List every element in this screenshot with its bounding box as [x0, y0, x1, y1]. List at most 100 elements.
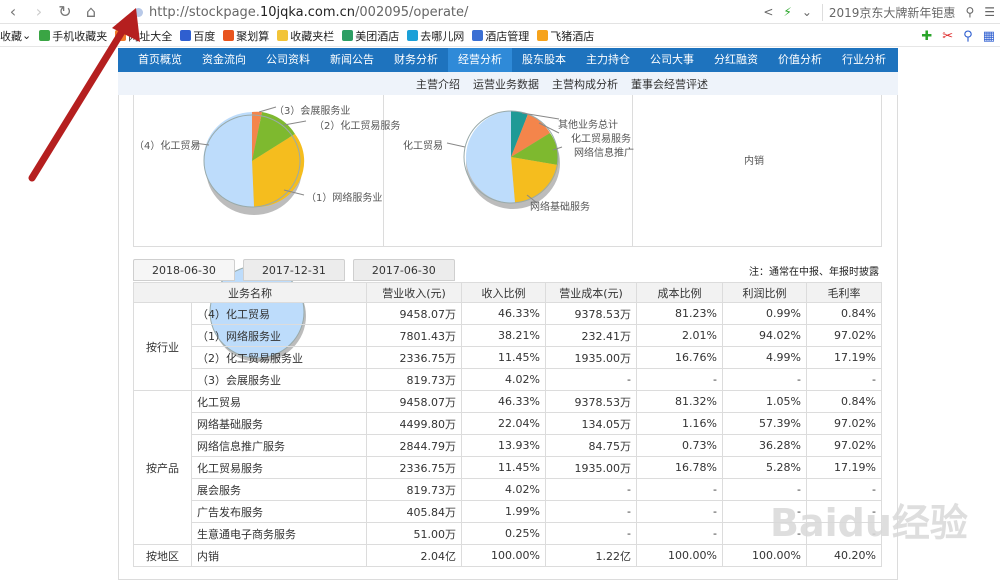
subnav-item[interactable]: 主营构成分析 [552, 77, 618, 91]
value-cell: 36.28% [722, 434, 807, 457]
pie-slice [203, 112, 254, 208]
nav-item[interactable]: 财务分析 [394, 53, 438, 66]
bookmark-item[interactable]: 飞猪酒店 [537, 28, 594, 44]
value-cell: 100.00% [461, 544, 546, 567]
address-bar[interactable]: http://stockpage. 10jqka.com.cn/002095/op… [134, 2, 468, 22]
main-navigation: 首页概览 资金流向 公司资料 新闻公告 财务分析 经营分析 股东股本 主力持仓 … [118, 48, 898, 72]
reload-icon[interactable]: ↻ [58, 2, 72, 21]
site-icon [134, 7, 143, 17]
bookmark-item[interactable]: 网址大全 [115, 28, 172, 44]
value-cell: 97.02% [806, 324, 882, 347]
bookmark-item[interactable]: 收藏 ⌄ [0, 29, 32, 43]
nav-item[interactable]: 公司大事 [650, 53, 694, 66]
url-prefix: http://stockpage. [149, 4, 260, 20]
table-row: 生意通电子商务服务 51.00万 0.25% - - - - [134, 522, 882, 545]
pie-label: 网络信息推广 [574, 148, 634, 159]
value-cell: 46.33% [461, 390, 546, 413]
back-icon[interactable]: ‹ [9, 2, 17, 21]
group-label: 按产品 [133, 390, 192, 545]
pie-label: （1）网络服务业 [306, 193, 383, 204]
product-pie-chart[interactable] [387, 95, 636, 247]
subnav-item[interactable]: 主营介绍 [416, 77, 460, 91]
nav-item[interactable]: 新闻公告 [330, 53, 374, 66]
nav-item[interactable]: 分红融资 [714, 53, 758, 66]
subnav-item[interactable]: 董事会经营评述 [631, 77, 708, 91]
value-cell: 1.99% [461, 500, 546, 523]
search-icon[interactable]: ⚲ [963, 28, 973, 44]
nav-item[interactable]: 资金流向 [202, 53, 246, 66]
share-icon[interactable]: < [763, 5, 774, 19]
value-cell: 2844.79万 [366, 434, 462, 457]
value-cell: 11.45% [461, 456, 546, 479]
value-cell: - [545, 478, 637, 501]
value-cell: 9378.53万 [545, 390, 637, 413]
bookmark-item[interactable]: 去哪儿网 [407, 28, 464, 44]
value-cell: 819.73万 [366, 478, 462, 501]
value-cell: 51.00万 [366, 522, 462, 545]
home-icon[interactable]: ⌂ [85, 2, 97, 21]
value-cell: 97.02% [806, 434, 882, 457]
value-cell: 9458.07万 [366, 390, 462, 413]
bookmark-item[interactable]: 美团酒店 [342, 28, 399, 44]
business-name-cell: （2）化工贸易服务业 [191, 346, 367, 369]
value-cell: 16.76% [636, 346, 723, 369]
business-name-cell: 化工贸易服务 [191, 456, 367, 479]
bookmark-item[interactable]: 收藏夹栏 [277, 28, 334, 44]
extension-icon[interactable]: ✚ [921, 28, 933, 44]
nav-item-active[interactable]: 经营分析 [448, 48, 512, 72]
nav-item[interactable]: 股东股本 [522, 53, 566, 66]
forward-icon[interactable]: › [35, 2, 43, 21]
chevron-down-icon[interactable]: ⌄ [801, 5, 812, 19]
value-cell: - [636, 500, 723, 523]
value-cell: 0.84% [806, 302, 882, 325]
disclosure-note: 注：通常在中报、年报时披露 [749, 267, 879, 278]
bookmark-item[interactable]: 聚划算 [223, 28, 269, 44]
search-icon[interactable]: ⚲ [965, 5, 975, 19]
value-cell: 4.99% [722, 346, 807, 369]
lightning-icon[interactable]: ⚡ [783, 5, 792, 19]
nav-item[interactable]: 行业分析 [842, 53, 886, 66]
value-cell: 22.04% [461, 412, 546, 435]
nav-item[interactable]: 首页概览 [138, 53, 182, 66]
bookmark-item[interactable]: 酒店管理 [472, 28, 529, 44]
value-cell: - [636, 368, 723, 391]
tab-period[interactable]: 2017-06-30 [352, 259, 455, 281]
value-cell: 100.00% [722, 544, 807, 567]
value-cell: 13.93% [461, 434, 546, 457]
ad-text[interactable]: 2019京东大牌新年钜惠 [821, 3, 955, 21]
nav-item[interactable]: 公司资料 [266, 53, 310, 66]
value-cell: 81.23% [636, 302, 723, 325]
value-cell: 0.99% [722, 302, 807, 325]
nav-item[interactable]: 主力持仓 [586, 53, 630, 66]
tab-period[interactable]: 2018-06-30 [133, 259, 235, 281]
value-cell: 9378.53万 [545, 302, 637, 325]
subnav-item[interactable]: 运营业务数据 [473, 77, 539, 91]
value-cell: 2336.75万 [366, 346, 462, 369]
value-cell: 7801.43万 [366, 324, 462, 347]
bookmarks-extensions: ✚ ✂ ⚲ ▦ [916, 25, 1000, 47]
bookmark-item[interactable]: 手机收藏夹 [39, 28, 107, 44]
value-cell: 1.05% [722, 390, 807, 413]
value-cell: 405.84万 [366, 500, 462, 523]
url-path: /002095/operate/ [355, 4, 469, 20]
tab-period[interactable]: 2017-12-31 [242, 259, 345, 281]
value-cell: 81.32% [636, 390, 723, 413]
watermark-text: Baidu经验 [770, 501, 968, 545]
value-cell: 9458.07万 [366, 302, 462, 325]
nav-item[interactable]: 价值分析 [778, 53, 822, 66]
toolbar-right: < ⚡ ⌄ 2019京东大牌新年钜惠 ⚲ ☰ [758, 0, 1000, 24]
value-cell: - [722, 368, 807, 391]
bookmark-item[interactable]: 百度 [180, 28, 215, 44]
value-cell: 17.19% [806, 456, 882, 479]
value-cell: - [545, 522, 637, 545]
table-header-row: 业务名称 营业收入(元) 收入比例 营业成本(元) 成本比例 利润比例 毛利率 [133, 282, 882, 303]
value-cell: 1.16% [636, 412, 723, 435]
business-name-cell: 展会服务 [191, 478, 367, 501]
scissors-icon[interactable]: ✂ [942, 28, 954, 44]
value-cell: 134.05万 [545, 412, 637, 435]
apps-icon[interactable]: ▦ [982, 28, 995, 44]
menu-icon[interactable]: ☰ [984, 5, 995, 19]
group-label: 按行业 [133, 302, 192, 391]
industry-pie-chart[interactable] [134, 95, 383, 247]
pie-slice [252, 134, 305, 208]
